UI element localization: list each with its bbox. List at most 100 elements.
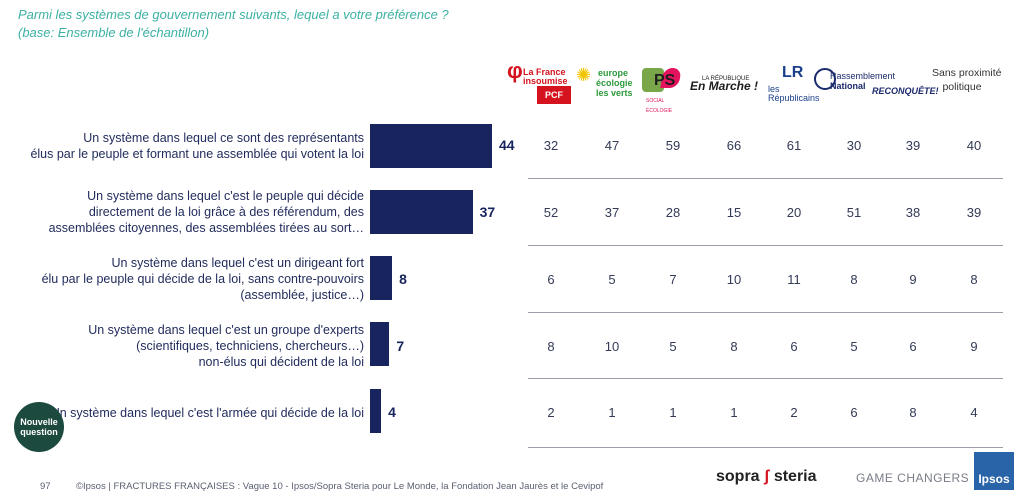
table-cell: 8	[909, 405, 917, 420]
row-label-line: directement de la loi grâce à des référe…	[88, 205, 364, 219]
bar	[370, 256, 393, 300]
table-cell: 40	[966, 138, 982, 153]
row-label-direct-democracy: Un système dans lequel c'est le peuple q…	[24, 188, 364, 236]
table-cell: 6	[547, 272, 555, 287]
row-label-line: Un système dans lequel c'est un groupe d…	[88, 323, 364, 337]
base-note: (base: Ensemble de l'échantillon)	[18, 25, 210, 40]
table-cell: 39	[966, 205, 982, 220]
sopra-word: sopra	[716, 468, 760, 485]
row-label-strong-leader: Un système dans lequel c'est un dirigean…	[24, 255, 364, 303]
table-cell: 7	[669, 272, 677, 287]
ps-label: PS	[654, 72, 676, 89]
table-cell: 15	[726, 205, 742, 220]
row-label-line: Un système dans lequel c'est l'armée qui…	[50, 406, 364, 420]
table-cell: 6	[850, 405, 858, 420]
logo-eelv: ✺ europe écologie les verts	[576, 66, 634, 106]
table-cell: 32	[543, 138, 559, 153]
row-label-line: élu par le peuple qui décide de la loi, …	[41, 272, 364, 286]
question-text: Parmi les systèmes de gouvernement suiva…	[18, 6, 449, 42]
badge-line: Nouvelle	[20, 417, 58, 427]
question-line: Parmi les systèmes de gouvernement suiva…	[18, 7, 449, 22]
rn-label-1: Rassemblement	[830, 71, 896, 81]
row-label-line: assemblées citoyennes, des assemblées ti…	[48, 221, 364, 235]
bar-value-label: 4	[388, 404, 396, 420]
table-cell: 47	[604, 138, 620, 153]
table-cell: 6	[909, 339, 917, 354]
table-cell: 52	[543, 205, 559, 220]
bar-value-label: 44	[499, 137, 515, 153]
row-label-line: Un système dans lequel ce sont des repré…	[83, 131, 364, 145]
row-label-experts: Un système dans lequel c'est un groupe d…	[24, 322, 364, 370]
no-party-label-1: Sans proximité	[932, 67, 1002, 79]
table-cell: 10	[604, 339, 620, 354]
bar-value-label: 8	[399, 271, 407, 287]
lr-mark: LR	[782, 64, 804, 81]
logo-lrem: LA RÉPUBLIQUE En Marche !	[690, 66, 764, 106]
sun-icon: ✺	[576, 65, 592, 85]
page-number: 97	[40, 481, 51, 492]
badge-line: question	[20, 427, 58, 437]
bar	[370, 190, 473, 234]
row-separator	[528, 245, 1003, 246]
table-cell: 8	[850, 272, 858, 287]
table-cell: 5	[669, 339, 677, 354]
eelv-label-1: europe	[598, 68, 629, 78]
table-cell: 6	[790, 339, 798, 354]
row-label-line: élus par le peuple et formant une assemb…	[30, 147, 364, 161]
eelv-label-3: les verts	[596, 88, 633, 98]
row-separator	[528, 178, 1003, 179]
row-label-army: Un système dans lequel c'est l'armée qui…	[24, 405, 364, 421]
lrem-label-1: LA RÉPUBLIQUE	[702, 76, 750, 82]
table-cell: 8	[730, 339, 738, 354]
table-cell: 2	[790, 405, 798, 420]
row-label-line: (assemblée, justice…)	[240, 288, 364, 302]
table-cell: 9	[909, 272, 917, 287]
phi-icon: φ	[507, 58, 523, 83]
table-cell: 20	[786, 205, 802, 220]
table-cell: 4	[970, 405, 978, 420]
logo-lfi-pcf: φ La France insoumise PCF	[507, 58, 571, 106]
table-cell: 1	[730, 405, 738, 420]
rn-label-2: National	[830, 81, 866, 91]
flame-icon	[814, 68, 836, 90]
table-cell: 59	[665, 138, 681, 153]
bar-value-label: 7	[396, 338, 405, 354]
bar	[370, 389, 382, 433]
logo-lr: LR les Républicains	[768, 64, 820, 106]
game-changers-tagline: GAME CHANGERS	[856, 471, 970, 485]
row-label-line: (scientifiques, techniciens, chercheurs……	[136, 339, 364, 353]
row-label-line: non-élus qui décident de la loi	[198, 355, 364, 369]
table-cell: 5	[608, 272, 616, 287]
row-label-representatives: Un système dans lequel ce sont des repré…	[24, 130, 364, 162]
table-cell: 8	[547, 339, 555, 354]
row-label-line: Un système dans lequel c'est le peuple q…	[87, 189, 364, 203]
bar-value-label: 37	[479, 204, 496, 220]
table-cell: 1	[669, 405, 677, 420]
steria-word: steria	[773, 468, 817, 485]
table-cell: 28	[665, 205, 681, 220]
source-note: ©Ipsos | FRACTURES FRANÇAISES : Vague 10…	[76, 481, 604, 492]
sopra-steria-logo: sopra ʃ steria	[716, 468, 817, 486]
new-question-badge: Nouvelle question	[14, 402, 64, 452]
table-cell: 61	[786, 138, 802, 153]
table-cell: 8	[970, 272, 978, 287]
table-cell: 2	[547, 405, 555, 420]
logo-rn-reconquete: Rassemblement National RECONQUÊTE!	[814, 66, 942, 106]
table-cell: 1	[608, 405, 616, 420]
table-cell: 10	[726, 272, 742, 287]
lr-label-2: Républicains	[768, 93, 820, 103]
table-cell: 37	[604, 205, 620, 220]
table-cell: 51	[846, 205, 862, 220]
bar	[370, 124, 492, 168]
reconquete-label: RECONQUÊTE!	[872, 86, 939, 96]
no-party-header: Sans proximité politique	[932, 66, 1001, 106]
pcf-label: PCF	[537, 86, 571, 104]
steria-mark-icon: ʃ	[764, 468, 770, 485]
logo-ps: PS SOCIAL ÉCOLOGIE	[642, 66, 688, 114]
table-cell: 38	[905, 205, 921, 220]
lrem-label-2: En Marche !	[690, 79, 759, 93]
row-separator	[528, 312, 1003, 313]
ipsos-logo: Ipsos	[974, 452, 1014, 490]
lfi-label-1: La France	[523, 67, 566, 77]
row-separator	[528, 378, 1003, 379]
